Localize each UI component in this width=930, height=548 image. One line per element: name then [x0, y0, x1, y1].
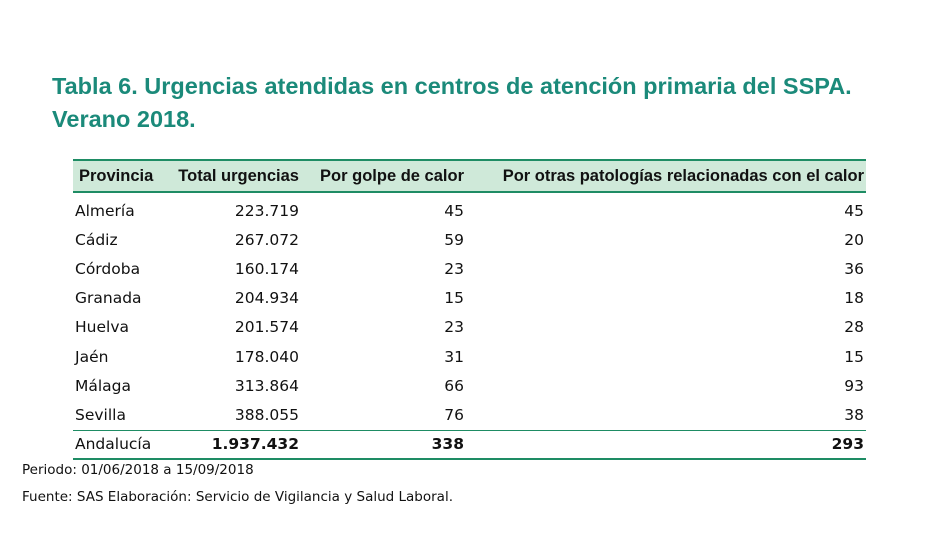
cell-otras: 38 [844, 405, 864, 424]
cell-provincia: Huelva [75, 318, 129, 337]
total-label: Andalucía [73, 429, 166, 460]
cell-total: 313.864 [234, 376, 299, 395]
cell-golpe: 23 [444, 259, 464, 278]
cell-total: 223.719 [234, 201, 299, 220]
cell-otras: 28 [844, 318, 864, 337]
header-otras-patologias: Por otras patologías relacionadas con el… [466, 159, 866, 193]
cell-otras: 15 [844, 347, 864, 366]
cell-golpe: 76 [444, 405, 464, 424]
total-otras-value: 293 [466, 429, 866, 460]
table-row: Almería 223.719 45 45 [73, 192, 866, 225]
cell-golpe: 45 [444, 201, 464, 220]
periodo-note: Periodo: 01/06/2018 a 15/09/2018 [22, 462, 254, 478]
cell-provincia: Cádiz [75, 230, 118, 249]
cell-total: 267.072 [234, 230, 299, 249]
header-provincia: Provincia [73, 159, 166, 193]
cell-total: 204.934 [234, 289, 299, 308]
cell-total: 201.574 [234, 318, 299, 337]
cell-otras: 93 [844, 376, 864, 395]
table-row: Córdoba 160.174 23 36 [73, 254, 866, 283]
header-row: Provincia Total urgencias Por golpe de c… [73, 159, 866, 193]
cell-otras: 20 [844, 230, 864, 249]
cell-provincia: Sevilla [75, 405, 126, 424]
cell-golpe: 31 [444, 347, 464, 366]
cell-provincia: Granada [75, 289, 142, 308]
cell-provincia: Córdoba [75, 259, 141, 278]
cell-golpe: 15 [444, 289, 464, 308]
table-row: Jaén 178.040 31 15 [73, 342, 866, 371]
cell-otras: 45 [844, 201, 864, 220]
cell-golpe: 59 [444, 230, 464, 249]
table-title-line-1: Tabla 6. Urgencias atendidas en centros … [52, 73, 852, 99]
header-total-urgencias: Total urgencias [166, 159, 301, 193]
table-title: Tabla 6. Urgencias atendidas en centros … [52, 70, 912, 136]
table-title-line-2: Verano 2018. [52, 106, 196, 132]
cell-provincia: Almería [75, 201, 135, 220]
table-row: Málaga 313.864 66 93 [73, 371, 866, 400]
table-row: Granada 204.934 15 18 [73, 284, 866, 313]
fuente-note: Fuente: SAS Elaboración: Servicio de Vig… [22, 489, 453, 505]
total-row: Andalucía 1.937.432 338 293 [73, 429, 866, 460]
cell-total: 160.174 [234, 259, 299, 278]
table-row: Sevilla 388.055 76 38 [73, 400, 866, 430]
total-urgencias-value: 1.937.432 [166, 429, 301, 460]
cell-golpe: 66 [444, 376, 464, 395]
cell-total: 178.040 [234, 347, 299, 366]
total-golpe-value: 338 [301, 429, 466, 460]
cell-provincia: Málaga [75, 376, 132, 395]
cell-otras: 18 [844, 289, 864, 308]
table-row: Huelva 201.574 23 28 [73, 313, 866, 342]
cell-total: 388.055 [234, 405, 299, 424]
cell-provincia: Jaén [75, 347, 109, 366]
data-table: Provincia Total urgencias Por golpe de c… [73, 159, 866, 460]
header-golpe-de-calor: Por golpe de calor [301, 159, 466, 193]
table-row: Cádiz 267.072 59 20 [73, 225, 866, 254]
cell-otras: 36 [844, 259, 864, 278]
cell-golpe: 23 [444, 318, 464, 337]
